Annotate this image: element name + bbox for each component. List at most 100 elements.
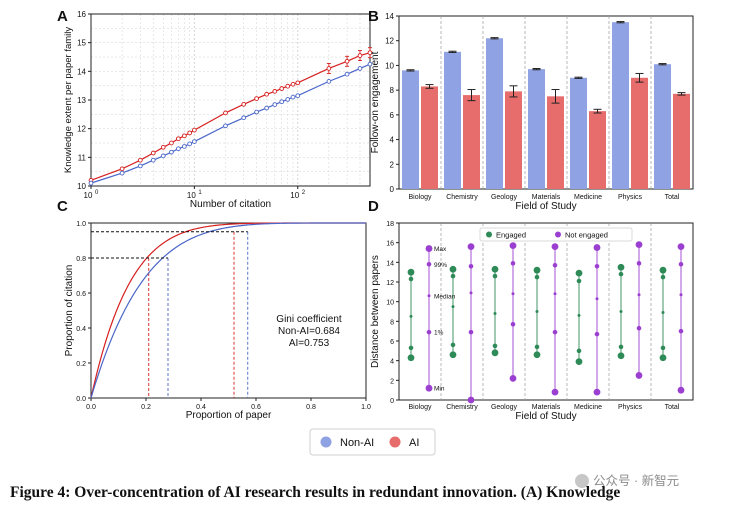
engaged-point — [659, 266, 667, 274]
nonai-point — [344, 71, 350, 77]
x-tick-exponent: 0 — [95, 190, 99, 196]
y-tick-label: 10 — [386, 300, 394, 307]
engaged-point — [617, 263, 625, 271]
ai-bar — [589, 111, 606, 189]
x-axis-label: Field of Study — [515, 201, 576, 212]
engaged-point — [492, 273, 498, 279]
x-tick-label: Physics — [618, 194, 643, 201]
not-engaged-point — [552, 329, 558, 335]
y-tick-label: 12 — [386, 280, 394, 287]
nonai-point — [192, 139, 197, 144]
x-axis-label: Proportion of paper — [186, 410, 272, 421]
panel-b: B 0 2 4 6 8 10 12 14 Biology Chemistry Geology Mater… — [368, 8, 694, 212]
engaged-point — [619, 310, 623, 313]
not-engaged-point — [635, 241, 643, 249]
not-engaged-point — [468, 329, 474, 335]
nonai-point — [326, 79, 332, 84]
not-engaged-point — [677, 243, 685, 251]
engaged-point — [659, 354, 667, 362]
nonai-curve — [90, 222, 366, 399]
y-tick-label: 0.2 — [76, 361, 86, 368]
y-tick-label: 18 — [386, 221, 394, 228]
engaged-point — [576, 348, 582, 354]
not-engaged-point — [468, 263, 474, 269]
ai-point — [357, 53, 363, 58]
x-tick-exponent: 1 — [198, 190, 202, 196]
ai-point — [223, 110, 228, 116]
engaged-point — [451, 305, 455, 309]
ai-point — [192, 127, 197, 133]
panel-d: D 0 2 4 6 8 10 12 14 16 18 Biology Chemistry Geology M… — [368, 198, 694, 422]
y-tick-label: 14 — [386, 260, 394, 267]
nonai-point — [169, 149, 174, 155]
engaged-point — [407, 354, 415, 362]
not-engaged-point — [553, 292, 557, 296]
gini-ai: AI=0.753 — [289, 338, 330, 349]
ai-point — [137, 157, 143, 163]
y-tick-label: 0 — [390, 185, 395, 194]
not-engaged-point — [593, 388, 601, 396]
y-tick-label: 16 — [77, 10, 86, 19]
y-tick-label: 11 — [78, 153, 87, 162]
nonai-point — [357, 66, 363, 71]
x-tick-label: Chemistry — [446, 404, 478, 411]
engaged-point — [660, 274, 666, 280]
x-tick-label: Materials — [532, 194, 561, 201]
y-tick-label: 2 — [390, 160, 395, 169]
y-axis-label: Proportion of citation — [64, 265, 75, 357]
y-axis-label: Distance between papers — [370, 255, 381, 368]
ai-point — [150, 150, 156, 156]
not-engaged-point — [509, 242, 517, 250]
engaged-point — [407, 268, 415, 276]
figure-caption: Figure 4: Over-concentration of AI resea… — [10, 484, 621, 501]
ai-point — [272, 89, 278, 94]
nonai-bar — [570, 77, 587, 189]
not-engaged-point — [594, 331, 600, 337]
nonai-bar — [444, 51, 461, 190]
x-tick-label: 0.2 — [141, 404, 151, 411]
nonai-point — [285, 97, 291, 102]
nonai-point — [137, 163, 143, 169]
x-tick-label: 0.6 — [251, 404, 261, 411]
not-engaged-point — [678, 328, 684, 334]
x-tick-exponent: 2 — [302, 190, 306, 196]
not-engaged-point — [467, 396, 475, 404]
not-engaged-point — [425, 384, 433, 392]
engaged-point — [618, 344, 624, 350]
not-engaged-point — [678, 262, 684, 267]
x-axis-label: Field of Study — [515, 411, 576, 422]
x-tick-label: 0.0 — [86, 404, 96, 411]
ai-bar — [505, 91, 522, 189]
nonai-point — [290, 94, 296, 100]
y-tick-label: 15 — [77, 39, 86, 48]
nonai-bar — [486, 38, 503, 189]
not-engaged-point — [511, 292, 515, 296]
panel-letter: D — [368, 198, 379, 215]
nonai-point — [241, 115, 247, 121]
nonai-point — [150, 157, 156, 163]
not-engaged-point — [636, 261, 642, 266]
ai-point — [295, 80, 301, 86]
y-tick-label: 4 — [390, 136, 395, 145]
not-engaged-point — [593, 244, 601, 251]
axes-frame — [398, 15, 694, 190]
nonai-point — [279, 99, 285, 105]
legend-not-engaged-marker — [555, 231, 561, 238]
nonai-point — [295, 93, 301, 99]
y-tick-label: 4 — [390, 359, 394, 366]
y-tick-label: 12 — [77, 125, 86, 134]
ai-bar — [631, 77, 648, 189]
y-tick-label: 16 — [386, 241, 394, 248]
x-tick-label: Geology — [491, 194, 518, 201]
legend-not-engaged-label: Not engaged — [565, 231, 608, 240]
ai-bar — [421, 86, 438, 189]
nonai-bar — [528, 69, 545, 189]
ai-line — [90, 52, 371, 181]
wechat-icon — [575, 474, 589, 488]
y-tick-label: 14 — [77, 67, 86, 76]
y-tick-label: 0 — [390, 398, 394, 405]
y-tick-label: 0.6 — [76, 291, 86, 298]
engaged-point — [533, 351, 541, 359]
